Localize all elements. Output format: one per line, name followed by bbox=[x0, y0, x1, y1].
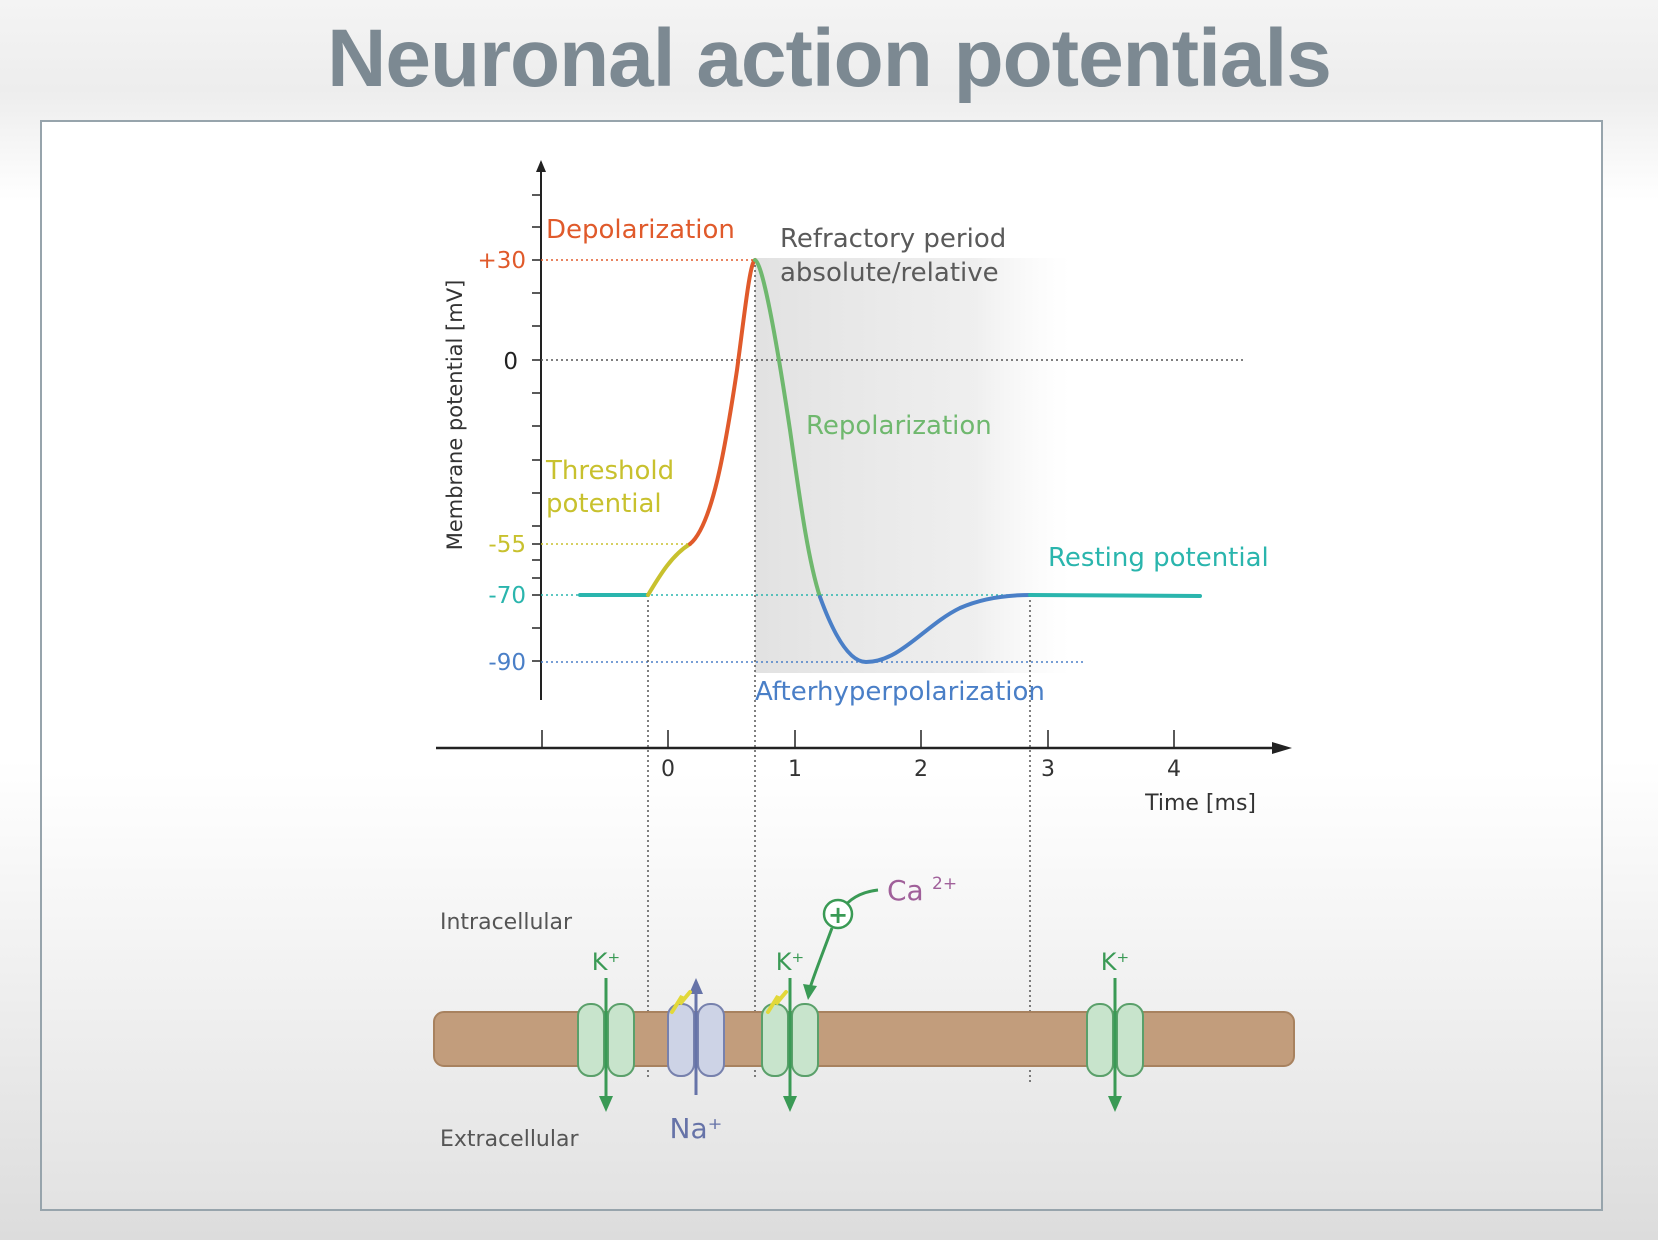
extracellular-label: Extracellular bbox=[440, 1127, 579, 1152]
resting-segment-right bbox=[1028, 593, 1202, 598]
x-axis bbox=[436, 730, 1292, 754]
potassium-label-1: K⁺ bbox=[592, 948, 620, 976]
sodium-channel bbox=[667, 978, 725, 1095]
x-tick-1: 1 bbox=[788, 757, 802, 782]
potassium-channel-3 bbox=[1086, 978, 1144, 1112]
y-tick-0: 0 bbox=[503, 349, 518, 375]
threshold-label-line1: Threshold bbox=[545, 456, 674, 486]
y-tick-minus70: -70 bbox=[488, 583, 526, 609]
y-axis-label: Membrane potential [mV] bbox=[443, 280, 467, 551]
depolarization-segment bbox=[688, 258, 757, 546]
repolarization-label: Repolarization bbox=[806, 411, 992, 441]
afterhyperpolarization-label: Afterhyperpolarization bbox=[755, 677, 1045, 707]
y-tick-plus30: +30 bbox=[477, 248, 526, 274]
calcium-activation-arrow bbox=[803, 888, 879, 1000]
threshold-label-line2: potential bbox=[546, 489, 662, 519]
potassium-channel-1 bbox=[577, 978, 635, 1112]
potassium-channel-2 bbox=[761, 978, 819, 1112]
refractory-label-line2: absolute/relative bbox=[780, 258, 999, 288]
calcium-charge: 2+ bbox=[932, 874, 957, 894]
calcium-plus-sign: + bbox=[828, 901, 848, 929]
depolarization-label: Depolarization bbox=[546, 215, 735, 245]
x-tick-3: 3 bbox=[1041, 757, 1055, 782]
x-tick-2: 2 bbox=[914, 757, 928, 782]
sodium-label: Na⁺ bbox=[670, 1112, 723, 1145]
calcium-label: Ca bbox=[887, 874, 924, 907]
refractory-period-shading bbox=[755, 258, 1070, 673]
threshold-segment bbox=[646, 542, 692, 597]
resting-potential-label: Resting potential bbox=[1048, 543, 1269, 573]
potassium-label-2: K⁺ bbox=[776, 948, 804, 976]
y-tick-minus90: -90 bbox=[488, 650, 526, 676]
cell-membrane bbox=[433, 1011, 1295, 1067]
y-tick-minus55: -55 bbox=[488, 532, 526, 558]
repolarization-segment bbox=[753, 258, 822, 599]
potassium-label-3: K⁺ bbox=[1101, 948, 1129, 976]
afterhyperpolarization-segment bbox=[818, 593, 1032, 665]
intracellular-label: Intracellular bbox=[440, 910, 573, 935]
action-potential-curve bbox=[578, 258, 1202, 665]
refractory-label-line1: Refractory period bbox=[780, 224, 1006, 254]
y-axis bbox=[532, 160, 546, 700]
x-tick-0: 0 bbox=[661, 757, 675, 782]
page-title: Neuronal action potentials bbox=[327, 13, 1332, 104]
x-axis-label: Time [ms] bbox=[1144, 791, 1256, 816]
x-tick-4: 4 bbox=[1167, 757, 1181, 782]
